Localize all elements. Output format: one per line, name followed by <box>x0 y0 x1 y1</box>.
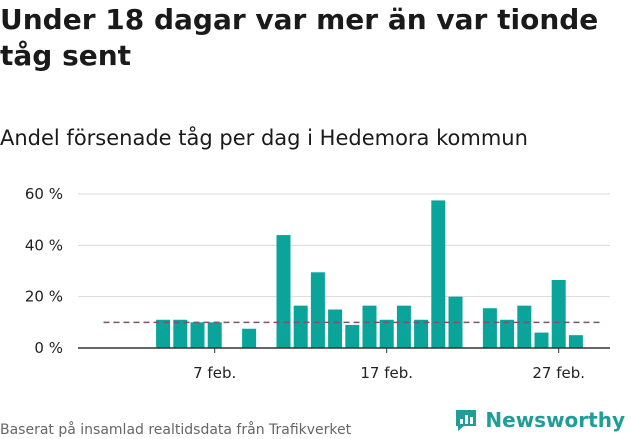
bar <box>345 324 360 348</box>
newsworthy-logo-icon <box>456 410 477 431</box>
bar <box>431 200 446 348</box>
y-tick-label: 60 % <box>25 185 63 203</box>
bar <box>500 319 515 348</box>
x-tick-label: 7 feb. <box>193 364 236 382</box>
bar <box>156 319 171 348</box>
axes: 0 % 20 % 40 % 60 % 7 feb. 17 feb. 27 feb. <box>25 185 610 382</box>
bar <box>396 305 411 348</box>
bar <box>517 305 532 348</box>
x-tick-label: 17 feb. <box>360 364 413 382</box>
bar <box>568 335 583 348</box>
bar <box>534 332 549 348</box>
bar <box>276 235 291 348</box>
bar <box>379 319 394 348</box>
bar <box>190 322 205 348</box>
x-tick-label: 27 feb. <box>532 364 585 382</box>
bar <box>414 319 429 348</box>
y-tick-label: 20 % <box>25 288 63 306</box>
source-footer: Baserat på insamlad realtidsdata från Tr… <box>0 422 352 438</box>
y-tick-label: 40 % <box>25 236 63 254</box>
bars <box>156 200 583 348</box>
bar <box>310 272 325 348</box>
bar <box>328 309 343 348</box>
y-tick-label: 0 % <box>34 339 63 357</box>
chart-subtitle: Andel försenade tåg per dag i Hedemora k… <box>0 126 528 150</box>
bar <box>207 322 222 348</box>
brand-name: Newsworthy <box>485 408 625 432</box>
bar <box>551 279 566 348</box>
bar <box>293 305 308 348</box>
bar <box>482 308 497 348</box>
bar <box>242 328 257 348</box>
bar <box>362 305 377 348</box>
bar <box>173 319 188 348</box>
bar-chart: 0 % 20 % 40 % 60 % 7 feb. 17 feb. 27 feb. <box>25 185 610 382</box>
chart-title: Under 18 dagar var mer än var tionde tåg… <box>0 3 599 72</box>
gridlines <box>78 193 610 298</box>
newsworthy-logo: Newsworthy <box>453 407 625 433</box>
